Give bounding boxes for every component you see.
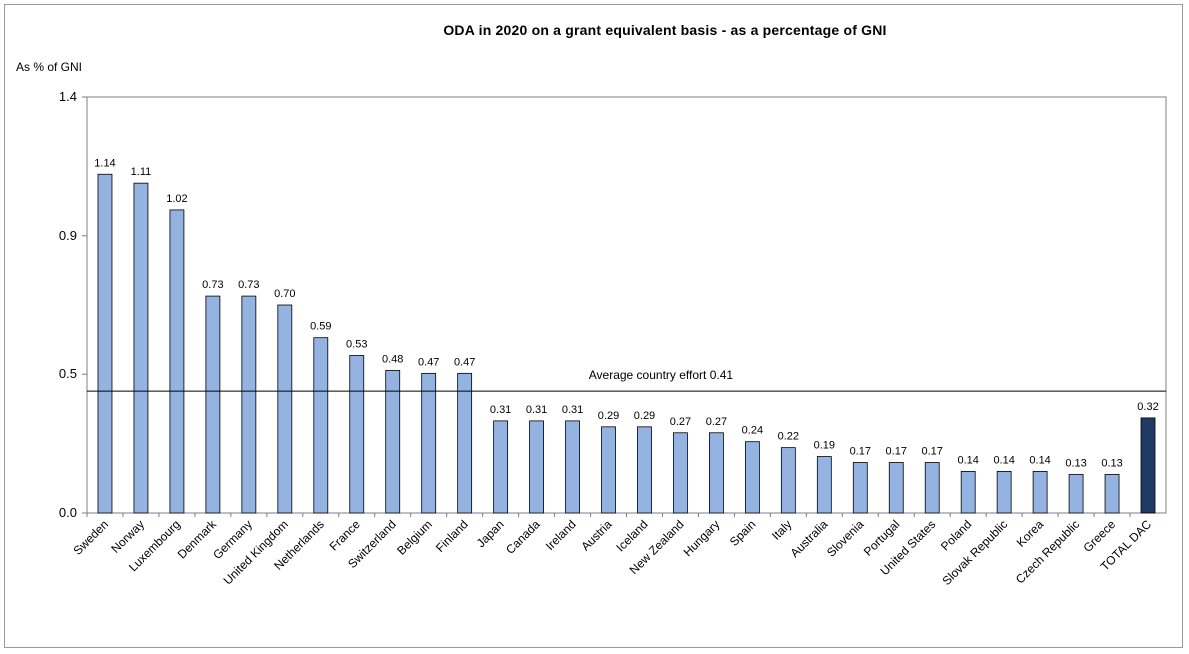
x-category-label: Czech Republic: [1013, 517, 1082, 586]
x-category-label: Belgium: [394, 517, 435, 558]
bar: [493, 420, 509, 514]
data-label: 0.32: [1137, 401, 1158, 413]
data-label: 0.31: [526, 404, 547, 416]
x-category-label: Austria: [578, 517, 615, 554]
bar-total-dac: [1140, 417, 1156, 514]
data-label: 0.24: [742, 425, 763, 437]
x-category-label: Canada: [503, 517, 543, 557]
data-label: 0.73: [238, 279, 259, 291]
data-label: 0.31: [490, 404, 511, 416]
x-category-label: Australia: [788, 517, 831, 560]
y-tick-label: 1.4: [59, 89, 77, 104]
data-label: 0.19: [814, 440, 835, 452]
data-label: 0.13: [1101, 457, 1122, 469]
data-label: 1.11: [131, 166, 152, 178]
bar: [744, 441, 760, 514]
bar: [349, 355, 365, 514]
data-label: 0.17: [850, 445, 871, 457]
x-category-label: Sweden: [71, 517, 112, 558]
plot-area: 0.00.50.91.41.14Sweden1.11Norway1.02Luxe…: [59, 89, 1167, 588]
data-label: 0.14: [1029, 454, 1050, 466]
bar: [97, 173, 113, 514]
bar: [1032, 470, 1048, 514]
x-category-label: Italy: [769, 517, 794, 542]
data-label: 0.53: [346, 339, 367, 351]
chart-title: ODA in 2020 on a grant equivalent basis …: [443, 22, 887, 38]
data-label: 0.27: [706, 416, 727, 428]
data-label: 1.14: [94, 157, 115, 169]
data-label: 0.29: [598, 410, 619, 422]
bar: [709, 432, 724, 514]
bar: [1104, 473, 1120, 514]
x-category-label: Spain: [727, 517, 759, 549]
data-label: 0.14: [957, 454, 978, 466]
x-category-label: Hungary: [681, 517, 723, 559]
bar: [457, 372, 473, 514]
bar: [637, 426, 652, 514]
data-label: 0.70: [274, 288, 295, 300]
data-label: 0.31: [562, 404, 583, 416]
data-label: 0.22: [778, 431, 799, 443]
data-label: 0.29: [634, 410, 655, 422]
bar: [816, 456, 832, 514]
bar: [421, 372, 437, 514]
data-label: 0.17: [886, 445, 907, 457]
bar: [205, 295, 221, 514]
average-reference-label: Average country effort 0.41: [589, 368, 734, 382]
data-label: 0.13: [1065, 457, 1086, 469]
data-label: 0.73: [202, 279, 223, 291]
bar: [673, 432, 688, 514]
data-label: 1.02: [166, 193, 187, 205]
bar: [960, 470, 976, 514]
data-label: 0.59: [310, 321, 331, 333]
data-label: 0.48: [382, 353, 403, 365]
x-category-label: United Kingdom: [221, 517, 291, 587]
x-category-label: Ireland: [543, 517, 579, 553]
bar: [133, 182, 149, 514]
x-category-label: Slovenia: [824, 517, 867, 560]
x-category-label: Finland: [433, 517, 471, 555]
bar: [924, 462, 940, 514]
y-tick-label: 0.0: [59, 505, 77, 520]
data-label: 0.27: [670, 416, 691, 428]
bar: [313, 337, 329, 514]
bar: [852, 462, 868, 514]
bar: [277, 304, 293, 514]
y-axis-label: As % of GNI: [16, 60, 83, 74]
x-category-label: Korea: [1014, 517, 1047, 550]
data-label: 0.47: [454, 356, 475, 368]
bar: [241, 295, 257, 514]
y-tick-label: 0.9: [59, 228, 77, 243]
bar: [529, 420, 544, 514]
chart-frame: [4, 4, 1183, 648]
data-label: 0.17: [922, 445, 943, 457]
data-label: 0.14: [993, 454, 1014, 466]
bar: [601, 426, 616, 514]
x-category-label: Japan: [474, 517, 507, 550]
bar: [385, 369, 401, 514]
bar: [565, 420, 580, 514]
bar: [996, 470, 1012, 514]
bar: [1068, 473, 1084, 514]
y-tick-label: 0.5: [59, 366, 77, 381]
bar: [780, 447, 796, 514]
bar: [888, 462, 904, 514]
data-label: 0.47: [418, 356, 439, 368]
x-category-label: Slovak Republic: [940, 517, 1011, 588]
bar: [169, 209, 185, 514]
